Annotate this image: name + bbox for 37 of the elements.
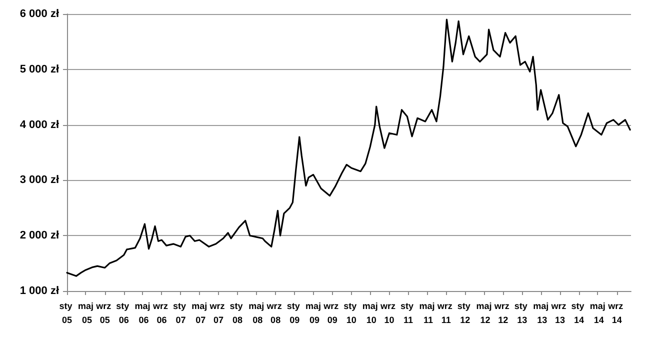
x-tick-label: wrz 12 bbox=[493, 301, 512, 325]
x-tick-label: wrz 11 bbox=[436, 301, 455, 325]
x-tick-label: sty 11 bbox=[400, 301, 416, 325]
x-tick-label: sty 05 bbox=[59, 301, 75, 325]
x-tick-label: maj 09 bbox=[305, 301, 322, 325]
x-tick-label: maj 06 bbox=[134, 301, 150, 325]
x-tick-label: wrz 14 bbox=[607, 301, 626, 325]
x-tick-label: wrz 08 bbox=[266, 301, 284, 325]
x-tick-label: wrz 10 bbox=[380, 301, 398, 325]
y-tick-label: 6 000 zł bbox=[20, 8, 59, 20]
x-tick-label: maj 07 bbox=[192, 301, 208, 325]
x-tick-label: wrz 13 bbox=[550, 301, 569, 325]
x-tick-label: maj 05 bbox=[78, 301, 94, 325]
x-tick-label: wrz 09 bbox=[322, 301, 342, 325]
y-tick-label: 4 000 zł bbox=[20, 118, 59, 131]
x-tick-label: maj 10 bbox=[362, 301, 378, 325]
x-tick-label: wrz 05 bbox=[95, 301, 114, 325]
x-tick-label: sty 08 bbox=[230, 301, 246, 325]
y-tick-label: 5 000 zł bbox=[20, 63, 59, 76]
x-tick-label: maj 13 bbox=[533, 301, 549, 325]
x-tick-label: maj 14 bbox=[590, 301, 606, 325]
y-tick-label: 2 000 zł bbox=[20, 230, 59, 242]
y-tick-label: 1 000 zł bbox=[20, 285, 59, 297]
x-tick-label: sty 07 bbox=[172, 301, 188, 325]
x-tick-label: sty 13 bbox=[514, 301, 530, 325]
x-tick-label: maj 12 bbox=[476, 301, 492, 325]
x-tick-label: maj 08 bbox=[248, 301, 264, 325]
x-tick-label: sty 12 bbox=[457, 301, 473, 325]
line-series bbox=[66, 18, 631, 277]
x-tick-label: wrz 07 bbox=[208, 301, 228, 325]
x-tick-label: maj 11 bbox=[419, 301, 435, 325]
x-tick-label: sty 09 bbox=[286, 301, 302, 325]
x-tick-label: sty 10 bbox=[344, 301, 360, 325]
x-tick-label: wrz 06 bbox=[152, 301, 170, 325]
y-tick-label: 3 000 zł bbox=[20, 174, 59, 186]
x-tick-label: sty 14 bbox=[571, 301, 587, 325]
x-tick-label: sty 06 bbox=[116, 301, 132, 325]
